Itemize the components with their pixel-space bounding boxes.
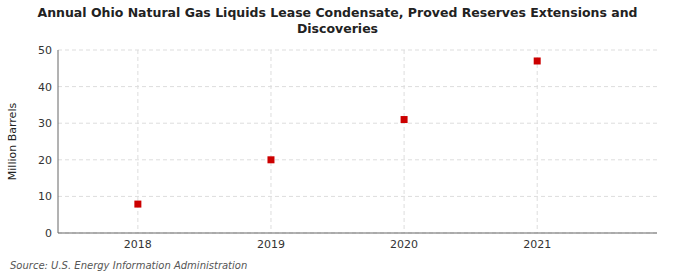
x-grid-line xyxy=(270,50,271,233)
point xyxy=(267,156,274,163)
x-grid-line xyxy=(404,50,405,233)
y-axis-label: Million Barrels xyxy=(6,103,19,181)
x-tick-label: 2021 xyxy=(523,238,551,251)
x-tick-label: 2019 xyxy=(257,238,285,251)
y-grid-line xyxy=(58,123,657,124)
y-tick-label: 40 xyxy=(38,81,52,94)
y-tick-label: 50 xyxy=(38,44,52,57)
point xyxy=(534,57,541,64)
grid xyxy=(58,50,657,233)
title-line: Annual Ohio Natural Gas Liquids Lease Co… xyxy=(37,5,637,20)
y-axis-line xyxy=(58,50,59,233)
x-tick-label: 2020 xyxy=(390,238,418,251)
y-tick-label: 0 xyxy=(45,227,52,240)
y-grid-line xyxy=(58,196,657,197)
chart: Annual Ohio Natural Gas Liquids Lease Co… xyxy=(0,0,675,275)
y-grid-line xyxy=(58,50,657,51)
source-note: Source: U.S. Energy Information Administ… xyxy=(10,260,247,271)
points xyxy=(134,57,540,207)
x-grid-line xyxy=(537,50,538,233)
x-tick-label: 2018 xyxy=(124,238,152,251)
y-tick-label: 10 xyxy=(38,190,52,203)
x-axis-line xyxy=(58,233,657,234)
y-tick-label: 30 xyxy=(38,117,52,130)
y-grid-line xyxy=(58,159,657,160)
y-grid-line xyxy=(58,233,657,234)
y-grid-line xyxy=(58,86,657,87)
point xyxy=(401,116,408,123)
point xyxy=(134,201,141,208)
title-line: Discoveries xyxy=(297,21,378,36)
y-tick-label: 20 xyxy=(38,154,52,167)
title: Annual Ohio Natural Gas Liquids Lease Co… xyxy=(37,5,637,36)
